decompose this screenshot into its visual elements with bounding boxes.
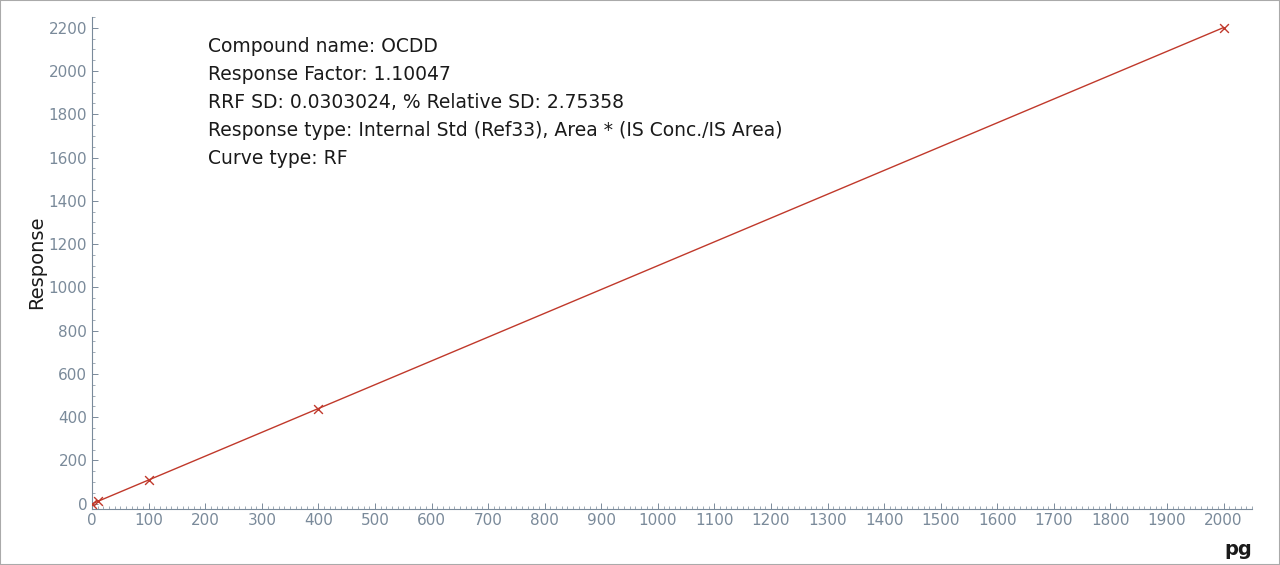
Point — [87, 497, 108, 506]
Point — [138, 475, 159, 484]
Point — [308, 404, 329, 413]
Point — [82, 499, 102, 508]
Y-axis label: Response: Response — [27, 216, 46, 310]
Text: Compound name: OCDD
Response Factor: 1.10047
RRF SD: 0.0303024, % Relative SD: 2: Compound name: OCDD Response Factor: 1.1… — [209, 37, 782, 168]
Text: pg: pg — [1224, 541, 1252, 559]
Point — [1213, 23, 1234, 32]
